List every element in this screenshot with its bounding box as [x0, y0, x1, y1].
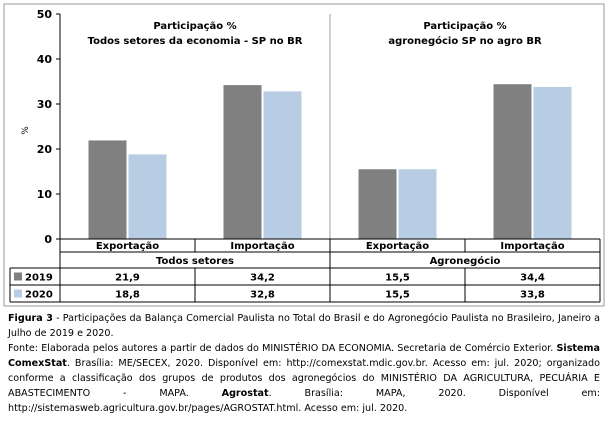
legend-label-2019: 2019	[25, 273, 53, 284]
data-label: 21,9	[115, 273, 140, 284]
source-text-1: Fonte: Elaborada pelos autores a partir …	[8, 343, 557, 354]
data-label: 18,8	[115, 290, 140, 301]
figure-text: - Participações da Balança Comercial Pau…	[8, 313, 600, 339]
x-tick-label: Exportação	[96, 241, 159, 252]
figure-label: Figura 3	[8, 313, 53, 324]
source-bold-1: Sistema ComexStat	[8, 343, 600, 369]
legend-swatch-2020	[14, 289, 22, 298]
group-label: Agronegócio	[430, 255, 501, 267]
figure-source: Fonte: Elaborada pelos autores a partir …	[8, 341, 600, 416]
bar-2020-4	[533, 86, 572, 240]
data-label: 33,8	[520, 290, 545, 301]
bar-2019-3	[358, 169, 397, 239]
source-text-2: . Brasília: ME/SECEX, 2020. Disponível e…	[8, 358, 600, 399]
x-tick-label: Importação	[500, 241, 564, 252]
y-axis-label: %	[21, 126, 31, 135]
y-tick-label: 30	[37, 98, 53, 111]
figure-caption: Figura 3 - Participações da Balança Come…	[8, 311, 600, 416]
source-text-3: . Brasília: MAPA, 2020. Disponível em: h…	[8, 388, 600, 414]
panel-title-line2: Todos setores da economia - SP no BR	[88, 36, 303, 47]
data-label: 15,5	[385, 290, 410, 301]
bar-2020-3	[398, 169, 437, 239]
panel-title-line1: Participação %	[423, 21, 506, 32]
x-tick-label: Importação	[230, 241, 294, 252]
x-tick-label: Exportação	[366, 241, 429, 252]
figure-title: Figura 3 - Participações da Balança Come…	[8, 311, 600, 341]
source-bold-2: Agrostat	[221, 388, 269, 399]
y-tick-label: 20	[37, 143, 53, 156]
group-label: Todos setores	[156, 256, 234, 267]
bar-2019-4	[493, 84, 532, 239]
bar-2020-1	[128, 154, 167, 239]
bar-2020-2	[263, 91, 302, 240]
panel-title-line1: Participação %	[153, 21, 236, 32]
data-label: 15,5	[385, 273, 410, 284]
legend-label-2020: 2020	[25, 290, 53, 301]
y-tick-label: 10	[37, 188, 53, 201]
data-label: 34,4	[520, 273, 545, 284]
data-label: 32,8	[250, 290, 275, 301]
y-tick-label: 50	[37, 8, 53, 21]
bar-chart: 0 10 20 30 40 50% Participação % Todos setores …	[3, 3, 605, 307]
bar-2019-1	[88, 140, 127, 239]
data-label: 34,2	[250, 273, 275, 284]
panel-title-line2: agronegócio SP no agro BR	[388, 35, 542, 47]
legend-swatch-2019	[14, 272, 22, 281]
y-tick-label: 40	[37, 53, 53, 66]
y-tick-label: 0	[44, 233, 52, 246]
bar-2019-2	[223, 85, 262, 239]
